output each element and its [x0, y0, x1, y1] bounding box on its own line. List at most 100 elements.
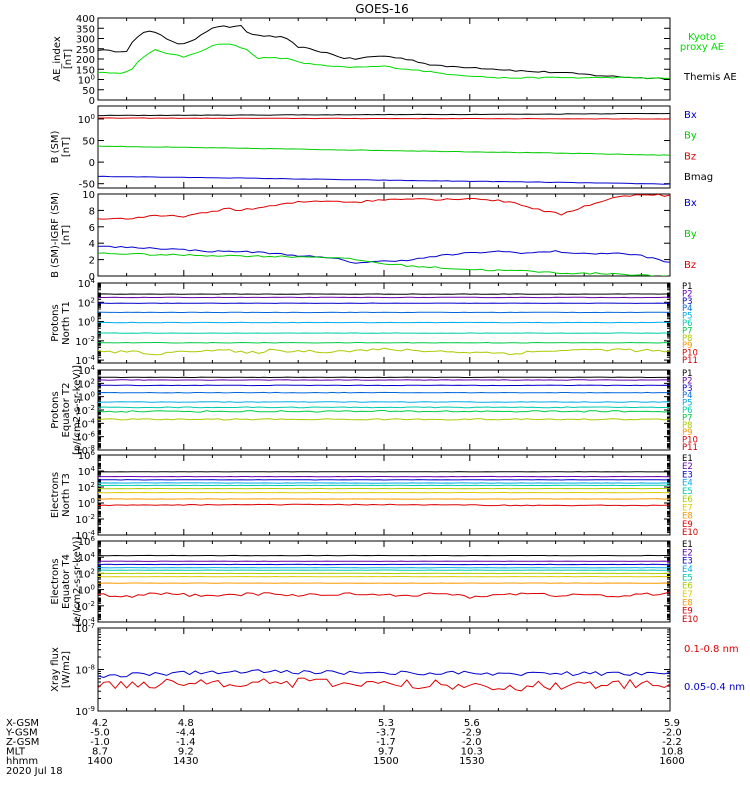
legend-entry: P4 [682, 391, 693, 401]
y-tick-label: 10-9 [75, 705, 95, 718]
footer-row-label: X-GSM [6, 718, 39, 729]
y-tick-label: 0 [89, 96, 95, 107]
series-line-p3 [98, 384, 670, 387]
legend-entry: E9 [682, 607, 693, 617]
legend-entry: E6 [682, 495, 693, 505]
legend-entry: E3 [682, 557, 693, 567]
y-tick-label: 50 [82, 86, 95, 97]
legend-entry: P7 [682, 326, 693, 336]
legend-entry: P10 [682, 349, 698, 359]
footer-row-label: Z-GSM [6, 737, 39, 748]
footer-row-value: -3.7 [376, 728, 396, 739]
legend-entry: Themis AE [683, 72, 737, 83]
legend-entry: E7 [682, 503, 693, 513]
panel-ae: 050100150200250300350400AE_index[nT]Kyot… [52, 14, 737, 107]
panel-ylabel: B (SM)-IGRF (SM)[nT] [50, 192, 72, 278]
footer-row-value: -2.0 [662, 728, 682, 739]
y-tick-label: 150 [76, 65, 95, 76]
panels-group: 050100150200250300350400AE_index[nT]Kyot… [50, 14, 745, 718]
y-tick-label: 0 [89, 272, 95, 283]
footer-row-value: 5.9 [664, 718, 680, 729]
legend-entry: P9 [682, 428, 693, 438]
series-line-by [98, 145, 670, 156]
panel-p2: 10-810-610-410-2100102104ProtonsEquator … [50, 364, 698, 457]
y-tick-label: 300 [76, 35, 95, 46]
footer-row-value: -5.0 [90, 728, 110, 739]
series-line-p7 [98, 341, 670, 344]
series-line-p5 [98, 401, 670, 403]
legend-entry: E4 [682, 479, 693, 489]
footer-row-value: 1400 [87, 756, 112, 767]
figure-title: GOES-16 [355, 2, 409, 16]
legend-entry: P3 [682, 297, 693, 307]
series-line-by [98, 252, 669, 276]
footer-row-value: 1530 [459, 756, 484, 767]
legend-entry: P8 [682, 334, 693, 344]
y-tick-label: 104 [78, 465, 96, 478]
series-line-0-1-0-8-nm [98, 677, 670, 692]
footer-row-value: 9.2 [178, 747, 194, 758]
y-tick-label: 100 [78, 497, 95, 510]
footer-row-value: 1430 [173, 756, 198, 767]
footer-row-value: 5.3 [378, 718, 394, 729]
legend-entry: E5 [682, 487, 693, 497]
y-tick-label: 106 [78, 449, 96, 462]
y-tick-label: 200 [76, 55, 95, 66]
panel-ylabel: AE_index[nT] [52, 36, 74, 82]
legend-entry: E8 [682, 598, 693, 608]
series-line-e9 [98, 591, 670, 599]
series-line-bz [98, 194, 670, 220]
series-line-bz [98, 117, 670, 120]
orbit-footer: 2020 Jul 18 X-GSM 4.2 4.8 5.3 5.6 5.9 Y-GSM -5.… [5, 718, 685, 777]
y-tick-label: 10-8 [75, 664, 95, 677]
y-tick-label: 10-7 [75, 622, 95, 635]
panel-ylabel: B (SM)[nT] [50, 130, 72, 163]
y-tick-label: 6 [89, 223, 95, 234]
footer-row-value: -2.0 [462, 737, 482, 748]
legend-entry: P3 [682, 384, 693, 394]
series-line-bmag [98, 112, 670, 117]
date-label: 2020 Jul 18 [6, 766, 63, 777]
legend-entry: P10 [682, 436, 698, 446]
y-tick-label: 8 [89, 206, 95, 217]
legend-entry: Bx [684, 198, 697, 209]
legend-entry: E2 [682, 462, 693, 472]
panel-frame [97, 627, 671, 712]
panel-ylabel: ProtonsNorth T1 [50, 301, 72, 345]
legend-entry: E5 [682, 573, 693, 583]
footer-row-value: -2.9 [462, 728, 482, 739]
legend-entry: P7 [682, 413, 693, 423]
legend-entry: P6 [682, 406, 693, 416]
series-line-p8 [98, 418, 670, 421]
legend-entry: E3 [682, 470, 693, 480]
series-line-e9 [98, 503, 670, 507]
legend-entry: P5 [682, 399, 693, 409]
legend-entry: E8 [682, 512, 693, 522]
footer-row-value: 8.7 [92, 747, 108, 758]
legend-entry: By [684, 229, 697, 240]
legend-entry: Kyoto [688, 32, 716, 43]
panel-ylabel: Xray flux[W/m2] [50, 647, 72, 692]
legend-entry: E1 [682, 454, 693, 464]
y-tick-label: 250 [76, 45, 95, 56]
y-tick-label: 102 [78, 296, 95, 309]
footer-row-value: -4.4 [176, 728, 196, 739]
panel-frame [97, 17, 671, 101]
series-line-bx [98, 175, 670, 185]
series-line-bx [98, 245, 670, 264]
legend-entry: Bx [684, 110, 697, 121]
panel-bigrf: 0 2 4 6 8 10 B (SM)-IGRF (SM)[nT] Bx By Bz [50, 190, 697, 283]
legend-entry: P8 [682, 421, 693, 431]
panel-ylabel: ElectronsEquator T4[e/(cm2-s-sr-keV)] [50, 536, 83, 626]
panel-frame [97, 454, 671, 536]
legend-entry: E4 [682, 565, 693, 575]
legend-entry: E6 [682, 582, 693, 592]
legend-entry: P1 [682, 282, 693, 292]
series-line-p8 [98, 347, 670, 356]
legend-entry: E7 [682, 590, 693, 600]
